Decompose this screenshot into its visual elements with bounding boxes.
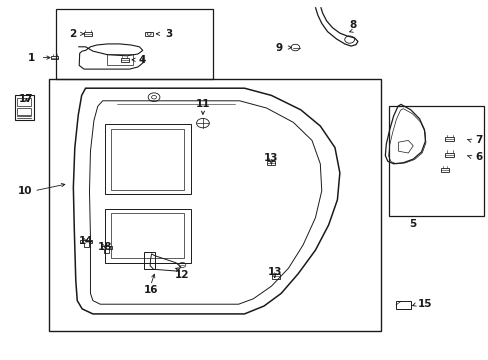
Bar — [17, 98, 31, 106]
Text: 3: 3 — [165, 29, 172, 39]
Bar — [105, 124, 190, 194]
Bar — [105, 209, 190, 263]
Text: 15: 15 — [417, 299, 432, 309]
Bar — [51, 56, 58, 59]
Bar — [445, 137, 453, 141]
Bar — [83, 32, 92, 36]
Bar — [388, 106, 483, 216]
Bar — [106, 54, 133, 65]
Bar — [267, 161, 275, 165]
Bar — [395, 301, 410, 309]
Bar — [272, 274, 280, 279]
Text: 10: 10 — [18, 186, 33, 196]
Bar — [445, 153, 453, 157]
Bar — [56, 9, 212, 79]
Bar — [111, 129, 183, 190]
Text: 4: 4 — [138, 55, 145, 65]
Text: 6: 6 — [475, 152, 482, 162]
Bar — [111, 213, 183, 258]
Text: 13: 13 — [267, 267, 282, 277]
Bar — [144, 252, 155, 269]
Text: 16: 16 — [143, 285, 158, 295]
Text: 13: 13 — [264, 153, 278, 163]
Bar — [17, 108, 31, 115]
Bar — [49, 79, 381, 331]
Text: 7: 7 — [474, 135, 482, 145]
Text: 11: 11 — [195, 99, 210, 109]
Text: 5: 5 — [409, 219, 416, 229]
Text: 8: 8 — [349, 20, 356, 30]
Bar — [145, 32, 153, 36]
Text: 1: 1 — [28, 53, 35, 63]
Bar — [440, 168, 448, 172]
Text: 14: 14 — [79, 236, 93, 246]
Text: 9: 9 — [275, 42, 282, 53]
Text: 18: 18 — [98, 242, 112, 252]
Text: 12: 12 — [174, 270, 189, 280]
Bar — [121, 58, 128, 62]
Text: 2: 2 — [69, 29, 76, 39]
Text: 17: 17 — [19, 94, 34, 104]
Bar — [15, 95, 34, 120]
